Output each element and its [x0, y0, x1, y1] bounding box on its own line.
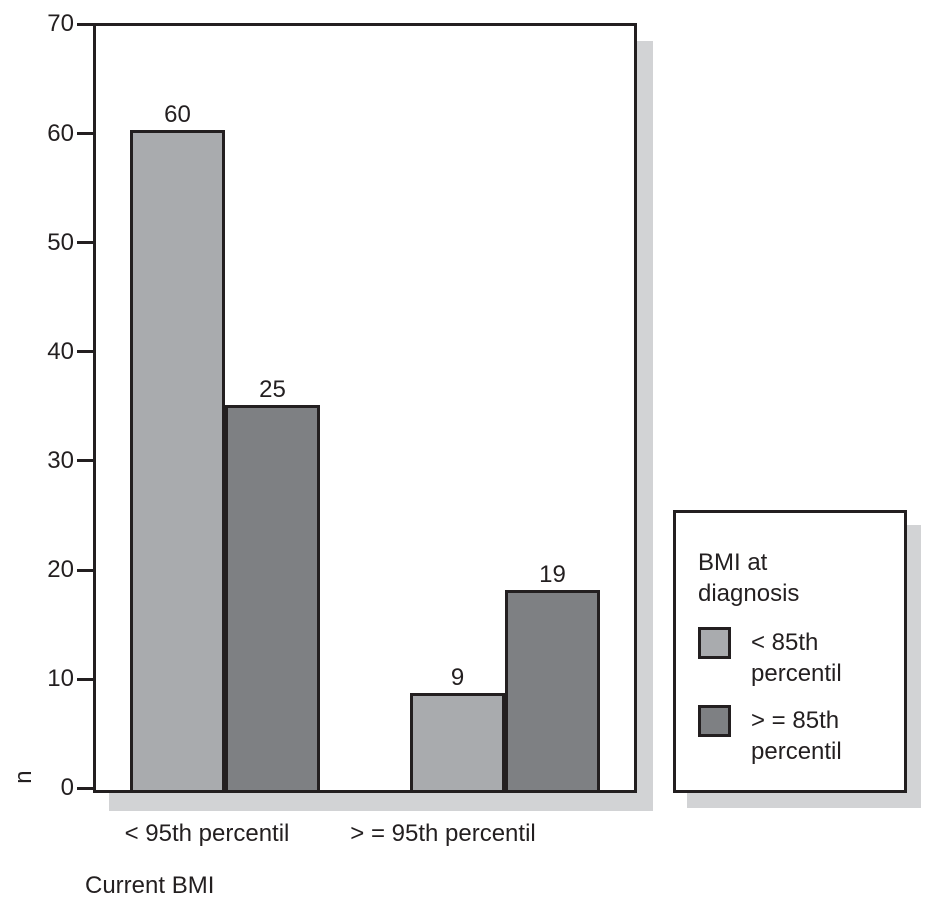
- legend-swatch-dark-icon: [698, 705, 731, 737]
- y-tick-mark-70: [77, 23, 94, 26]
- y-tick-label: 0: [60, 774, 74, 801]
- legend-item: < 85th percentil: [698, 627, 894, 689]
- legend: BMI at diagnosis < 85th percentil > = 85…: [673, 510, 907, 793]
- legend-item-label: > = 85th percentil: [751, 707, 842, 765]
- y-tick-label: 40: [47, 338, 74, 365]
- legend-content: BMI at diagnosis < 85th percentil > = 85…: [676, 513, 904, 767]
- y-tick-label: 30: [47, 447, 74, 474]
- bar-current-ge95-diag-lt85: 9: [410, 664, 505, 790]
- y-tick-mark-30: [77, 459, 94, 462]
- x-category-label: > = 95th percentil: [350, 820, 536, 847]
- bar-value-label: 19: [539, 561, 566, 589]
- bar-value-label: 25: [259, 375, 286, 403]
- y-tick-label: 60: [47, 120, 74, 147]
- x-axis-title: Current BMI: [85, 872, 215, 899]
- y-tick-mark-20: [77, 569, 94, 572]
- bar-value-label: 60: [164, 100, 191, 128]
- y-tick-mark-0: [77, 787, 94, 790]
- legend-title: BMI at diagnosis: [698, 549, 800, 607]
- y-tick-label: 50: [47, 229, 74, 256]
- legend-swatch-light-icon: [698, 627, 731, 659]
- y-tick-mark-60: [77, 132, 94, 135]
- y-tick-label: 70: [47, 10, 74, 37]
- y-tick-label: 10: [47, 665, 74, 692]
- y-tick-mark-10: [77, 678, 94, 681]
- plot-area: 60 25 9 19: [93, 23, 637, 793]
- bar-value-label: 9: [450, 663, 465, 691]
- y-tick-mark-50: [77, 241, 94, 244]
- y-axis-title: n: [10, 770, 37, 784]
- y-tick-label: 20: [47, 556, 74, 583]
- y-tick-mark-40: [77, 350, 94, 353]
- legend-item: > = 85th percentil: [698, 705, 894, 767]
- x-category-label: < 95th percentil: [124, 820, 290, 847]
- legend-item-label: < 85th percentil: [751, 629, 842, 687]
- bar-current-lt95-diag-lt85: 60: [130, 101, 225, 790]
- bar-current-lt95-diag-ge85: 25: [225, 376, 320, 790]
- bar-current-ge95-diag-ge85: 19: [505, 561, 600, 790]
